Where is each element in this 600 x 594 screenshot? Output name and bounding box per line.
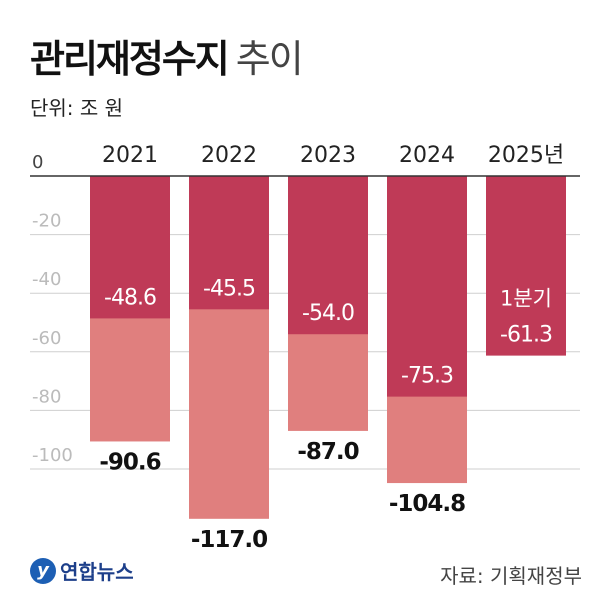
x-tick-label: 2023 <box>300 143 356 168</box>
x-tick-label: 2021 <box>102 143 158 168</box>
bar-partial <box>387 176 467 397</box>
x-tick-label: 2022 <box>201 143 257 168</box>
partial-label: -45.5 <box>203 276 255 301</box>
x-tick-label: 2024 <box>399 143 455 168</box>
partial-label: -54.0 <box>302 301 354 326</box>
yonhap-logo: y 연합뉴스 <box>30 556 134 585</box>
total-label: -104.8 <box>389 491 465 517</box>
chart-title: 관리재정수지 추이 <box>30 28 304 83</box>
logo-icon: y <box>30 557 56 584</box>
source-label: 자료: 기획재정부 <box>440 564 582 588</box>
bar-partial <box>486 176 566 356</box>
y-tick-label: -100 <box>32 445 73 466</box>
period-label: 1분기 <box>500 287 552 311</box>
title-main: 관리재정수지 <box>30 37 230 81</box>
bar-partial <box>90 176 170 319</box>
y-tick-label: -20 <box>32 211 61 232</box>
total-label: -90.6 <box>99 449 160 475</box>
unit-label: 단위: 조 원 <box>30 96 124 120</box>
partial-label: -48.6 <box>104 285 156 310</box>
bar-partial <box>189 176 269 310</box>
title-suffix: 추이 <box>235 37 304 81</box>
total-label: -87.0 <box>297 439 358 465</box>
y-tick-label: -40 <box>32 269 61 290</box>
y-tick-label: -80 <box>32 386 61 407</box>
logo-text: 연합뉴스 <box>60 560 134 584</box>
partial-label: -61.3 <box>500 323 552 348</box>
y-tick-label: 0 <box>32 152 43 173</box>
partial-label: -75.3 <box>401 364 453 389</box>
x-tick-label: 2025년 <box>488 143 564 168</box>
bar-partial <box>288 176 368 335</box>
y-tick-label: -60 <box>32 328 61 349</box>
total-label: -117.0 <box>191 527 267 553</box>
